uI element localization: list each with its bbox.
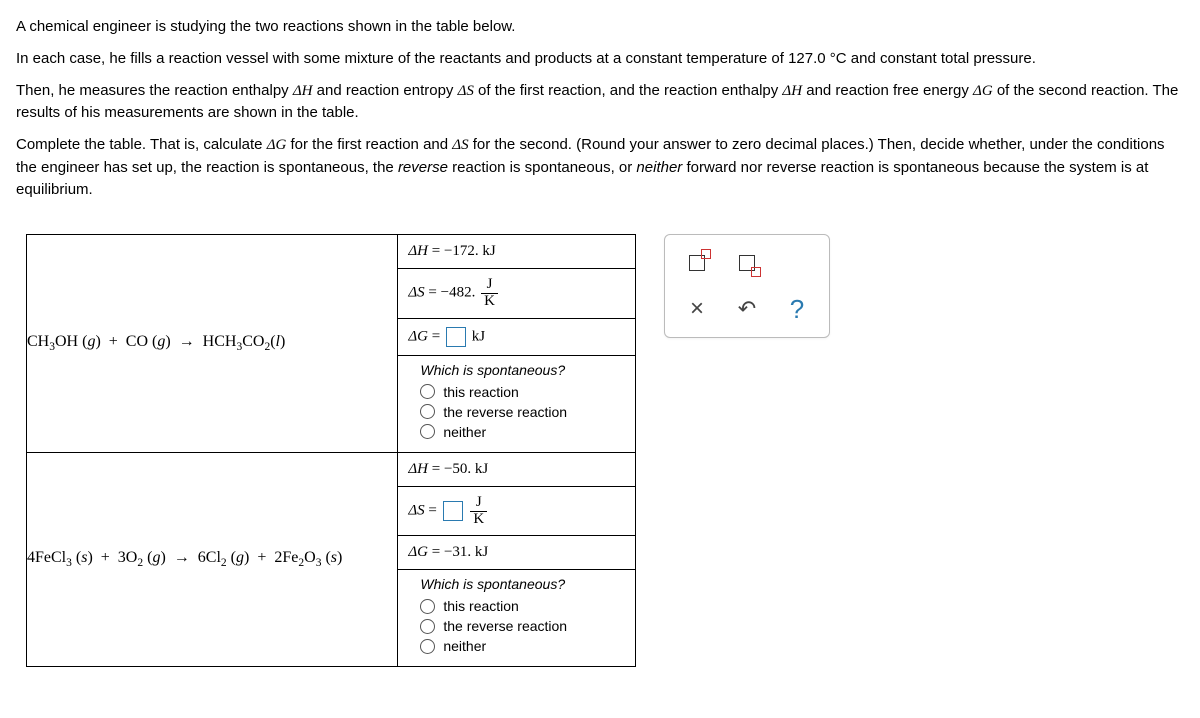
rxn2-dS-input[interactable] xyxy=(443,501,463,521)
intro-line-3: Then, he measures the reaction enthalpy … xyxy=(16,80,1184,125)
rxn2-spontaneous-block: Which is spontaneous? this reaction the … xyxy=(398,570,635,666)
rxn1-dH: ΔH = −172. kJ xyxy=(398,235,635,269)
rxn2-dG: ΔG = −31. kJ xyxy=(398,536,635,570)
help-button[interactable]: ? xyxy=(777,291,817,327)
subscript-indicator-icon xyxy=(751,267,761,277)
superscript-tool-button[interactable] xyxy=(677,245,717,281)
intro-line-1: A chemical engineer is studying the two … xyxy=(16,16,1184,38)
superscript-indicator-icon xyxy=(701,249,711,259)
spont-title: Which is spontaneous? xyxy=(420,362,621,378)
intro-line-2: In each case, he fills a reaction vessel… xyxy=(16,48,1184,70)
radio-icon xyxy=(420,424,435,439)
rxn1-opt-this[interactable]: this reaction xyxy=(420,384,621,400)
undo-button[interactable]: ↶ xyxy=(727,291,767,327)
radio-icon xyxy=(420,619,435,634)
box-icon xyxy=(689,255,705,271)
clear-button[interactable]: × xyxy=(677,291,717,327)
rxn2-opt-this[interactable]: this reaction xyxy=(420,598,621,614)
reactions-table: CH3OH (g) + CO (g) → HCH3CO2(l) ΔH = −17… xyxy=(26,234,636,667)
rxn1-opt-neither[interactable]: neither xyxy=(420,424,621,440)
undo-icon: ↶ xyxy=(738,296,756,322)
rxn2-opt-neither[interactable]: neither xyxy=(420,638,621,654)
spont-title: Which is spontaneous? xyxy=(420,576,621,592)
problem-statement: A chemical engineer is studying the two … xyxy=(16,16,1184,200)
rxn1-spontaneous-block: Which is spontaneous? this reaction the … xyxy=(398,356,635,452)
box-icon xyxy=(739,255,755,271)
rxn2-dS-row: ΔS = JK xyxy=(398,487,635,537)
rxn2-opt-reverse[interactable]: the reverse reaction xyxy=(420,618,621,634)
radio-icon xyxy=(420,639,435,654)
reaction-2-equation: 4FeCl3 (s) + 3O2 (g) → 6Cl2 (g) + 2Fe2O3… xyxy=(27,452,398,667)
rxn1-dG-row: ΔG = kJ xyxy=(398,319,635,356)
rxn1-dG-input[interactable] xyxy=(446,327,466,347)
subscript-tool-button[interactable] xyxy=(727,245,767,281)
reaction-1-equation: CH3OH (g) + CO (g) → HCH3CO2(l) xyxy=(27,235,398,453)
intro-line-4: Complete the table. That is, calculate Δ… xyxy=(16,134,1184,200)
rxn1-opt-reverse[interactable]: the reverse reaction xyxy=(420,404,621,420)
radio-icon xyxy=(420,384,435,399)
rxn2-dH: ΔH = −50. kJ xyxy=(398,453,635,487)
radio-icon xyxy=(420,404,435,419)
close-icon: × xyxy=(690,295,704,323)
radio-icon xyxy=(420,599,435,614)
help-icon: ? xyxy=(790,294,804,325)
input-toolbar: × ↶ ? xyxy=(664,234,830,338)
rxn1-dS: ΔS = −482. JK xyxy=(398,269,635,319)
